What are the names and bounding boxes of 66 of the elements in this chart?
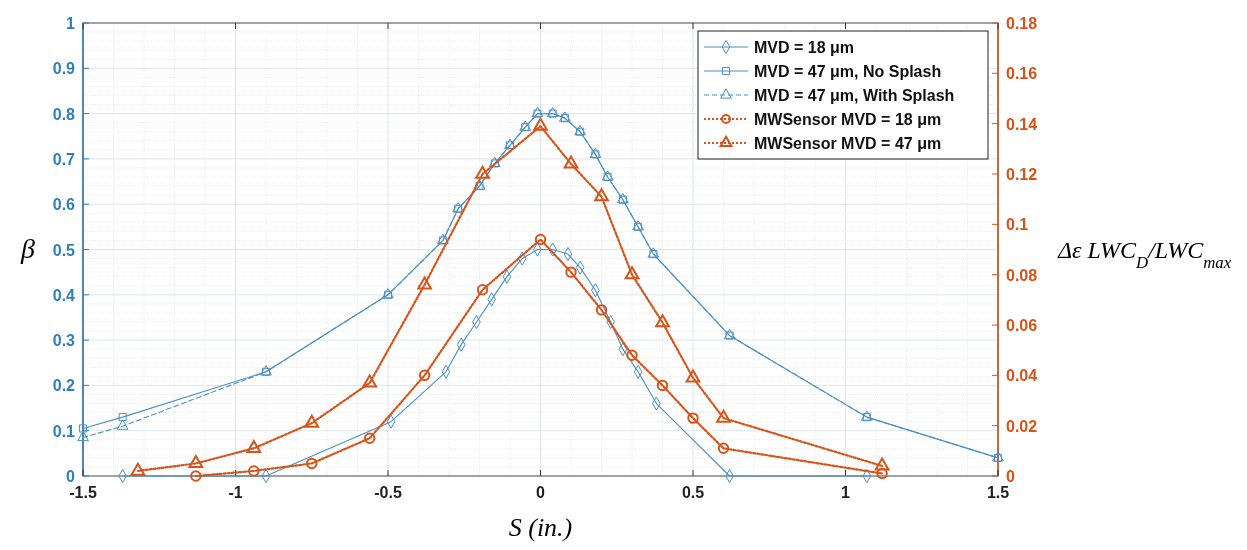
x-tick-label: 1 xyxy=(841,484,851,501)
y2-tick-label: 0.1 xyxy=(1006,216,1029,234)
point xyxy=(594,188,609,202)
y2-tick-label: 0.18 xyxy=(1006,15,1038,32)
y2-tick-label: 0 xyxy=(1006,468,1015,485)
point xyxy=(130,462,146,476)
point xyxy=(874,457,890,471)
y-tick-label: 1 xyxy=(66,15,76,32)
point xyxy=(626,349,638,361)
y-tick-label: 0.6 xyxy=(52,196,76,214)
point xyxy=(656,379,669,392)
y-tick-label: 0.3 xyxy=(52,332,76,350)
legend-label: MWSensor MVD = 47 μm xyxy=(754,135,942,152)
point xyxy=(78,424,88,433)
point xyxy=(533,117,548,131)
legend-label: MVD = 47 μm, No Splash xyxy=(754,63,942,80)
point xyxy=(306,457,318,470)
legend-label: MWSensor MVD = 18 μm xyxy=(754,111,942,128)
point xyxy=(563,155,579,169)
x-tick-label: 0 xyxy=(536,484,546,501)
y-axis-title: β xyxy=(20,232,36,264)
x-tick-label: -0.5 xyxy=(374,484,402,501)
point xyxy=(624,266,640,280)
point xyxy=(655,314,670,328)
point xyxy=(534,233,547,246)
point xyxy=(190,470,202,482)
point xyxy=(362,374,378,388)
point xyxy=(716,409,731,423)
point xyxy=(418,369,431,382)
x-tick-label: -1.5 xyxy=(69,484,97,501)
point xyxy=(595,304,608,316)
point xyxy=(246,439,262,453)
y-tick-label: 0 xyxy=(66,468,76,485)
x-tick-label: 0.5 xyxy=(681,484,705,501)
y2-tick-label: 0.16 xyxy=(1006,65,1038,83)
point xyxy=(717,442,730,455)
point xyxy=(363,432,376,444)
x-tick-label: -1 xyxy=(228,484,243,501)
point xyxy=(248,465,260,477)
x-tick-label: 1.5 xyxy=(986,484,1010,501)
y2-tick-label: 0.06 xyxy=(1006,317,1038,334)
point xyxy=(188,455,204,469)
y-tick-label: 0.8 xyxy=(52,105,76,123)
legend-label: MVD = 47 μm, With Splash xyxy=(754,87,955,104)
y-tick-label: 0.5 xyxy=(52,241,76,259)
y2-tick-label: 0.04 xyxy=(1006,367,1038,385)
legend-label: MVD = 18 μm xyxy=(754,39,855,56)
y2-tick-label: 0.02 xyxy=(1006,417,1038,435)
y2-tick-label: 0.12 xyxy=(1006,166,1038,183)
point xyxy=(417,276,432,290)
point xyxy=(476,284,489,296)
y-tick-label: 0.9 xyxy=(52,60,76,78)
point xyxy=(687,412,699,424)
point xyxy=(304,414,320,428)
point xyxy=(565,266,577,278)
y2-tick-label: 0.14 xyxy=(1006,115,1038,133)
x-axis-title: S (in.) xyxy=(508,513,573,542)
y-tick-label: 0.7 xyxy=(52,150,76,168)
point xyxy=(475,165,490,179)
y2-tick-label: 0.08 xyxy=(1006,266,1038,284)
y2-axis-title: Δε LWC$_{D}$/LWC$_{max}$ xyxy=(1057,236,1232,271)
point xyxy=(876,467,888,480)
y-tick-label: 0.4 xyxy=(52,286,76,304)
y-tick-label: 0.2 xyxy=(52,377,76,395)
point xyxy=(685,369,701,383)
y-tick-label: 0.1 xyxy=(52,422,76,440)
